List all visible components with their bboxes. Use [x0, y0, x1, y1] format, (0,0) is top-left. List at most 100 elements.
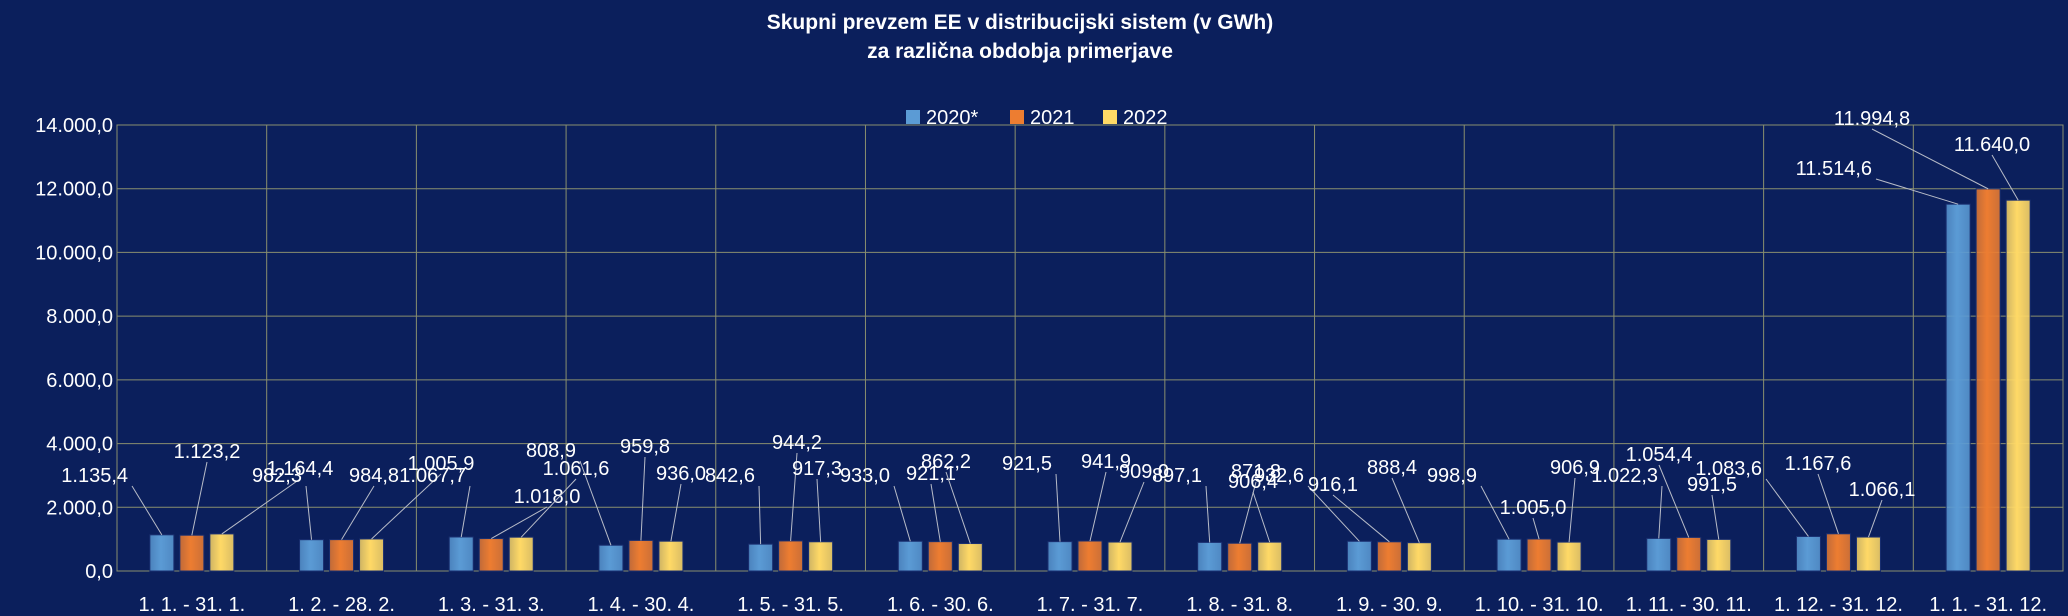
bar-2022-2 [359, 538, 385, 572]
bar-2022-6 [957, 543, 983, 572]
bar-2020-9 [1346, 540, 1372, 572]
data-label-leader [1817, 473, 1839, 534]
bar-2022-12 [1855, 536, 1881, 572]
data-label-leader [640, 456, 646, 541]
bar-2020-4 [598, 544, 624, 572]
data-label-leader [1871, 128, 1989, 190]
x-tick-label: 1. 4. - 30. 4. [588, 594, 695, 616]
x-tick-label: 1. 9. - 30. 9. [1336, 594, 1443, 616]
x-tick-label: 1. 2. - 28. 2. [288, 594, 395, 616]
bar-2022-8 [1257, 541, 1283, 572]
data-label: 932,6 [1254, 465, 1304, 487]
data-label: 11.514,6 [1796, 158, 1872, 180]
y-tick-label: 12.000,0 [35, 179, 113, 201]
bar-2021-12 [1825, 533, 1851, 572]
bar-2020-1 [149, 534, 175, 572]
data-label-leader [1480, 485, 1510, 540]
y-tick-label: 6.000,0 [46, 370, 113, 392]
x-tick-label: 1. 12. - 31. 12. [1774, 594, 1903, 616]
legend-swatch [1103, 110, 1117, 124]
bar-2022-7 [1107, 541, 1133, 572]
data-label-leader [221, 478, 301, 535]
bar-2022-9 [1406, 542, 1432, 572]
data-label-leader [1711, 494, 1720, 540]
x-tick-label: 1. 10. - 31. 10. [1475, 594, 1604, 616]
data-label: 871,8 [1231, 461, 1281, 483]
bar-2021-13 [1975, 188, 2001, 572]
data-label-leader [305, 485, 313, 540]
data-label: 1.005,9 [408, 453, 475, 475]
bar-2021-4 [628, 539, 654, 572]
bar-2022-5 [808, 541, 834, 572]
chart-subtitle: za različna obdobja primerjave [867, 40, 1173, 63]
data-label: 982,3 [252, 465, 302, 487]
bar-2021-11 [1676, 536, 1702, 572]
x-tick-label: 1. 7. - 31. 7. [1037, 594, 1144, 616]
data-label-leader [520, 478, 577, 538]
data-label: 916,1 [1308, 474, 1358, 496]
data-label: 984,8 [349, 465, 399, 487]
y-tick-label: 8.000,0 [46, 306, 113, 328]
data-label-leader [579, 460, 612, 546]
data-label: 1.066,1 [1849, 479, 1916, 501]
x-tick-label: 1. 1. - 31. 1. [138, 594, 245, 616]
data-label-leader [490, 506, 548, 540]
legend-swatch [1010, 110, 1024, 124]
legend-label: 2020* [926, 107, 978, 129]
bar-2021-5 [778, 540, 804, 572]
data-label: 1.164,4 [267, 458, 334, 480]
x-tick-label: 1. 8. - 31. 8. [1186, 594, 1293, 616]
data-label-leader [460, 485, 471, 538]
bar-2020-10 [1496, 538, 1522, 572]
y-tick-label: 14.000,0 [35, 115, 113, 137]
chart-title: Skupni prevzem EE v distribucijski siste… [766, 11, 1274, 34]
bar-2020-11 [1646, 537, 1672, 572]
data-label: 888,4 [1367, 457, 1417, 479]
legend-swatch [906, 110, 920, 124]
x-tick-label: 1. 11. - 30. 11. [1626, 594, 1752, 616]
data-label-leader [1867, 499, 1883, 538]
data-label-leader [341, 485, 375, 540]
bar-2020-8 [1197, 541, 1223, 572]
data-label: 1.022,3 [1591, 465, 1658, 487]
data-label-leader [191, 461, 208, 536]
bar-2022-4 [658, 540, 684, 572]
data-label: 921,5 [1002, 453, 1052, 475]
data-label: 1.005,0 [1500, 497, 1567, 519]
data-label: 906,4 [1228, 471, 1278, 493]
bar-2022-11 [1706, 538, 1732, 572]
bar-2022-1 [209, 533, 235, 572]
data-label-leader [816, 478, 822, 542]
bar-2020-5 [748, 543, 774, 572]
data-label-leader [1307, 485, 1360, 542]
x-tick-label: 1. 5. - 31. 5. [737, 594, 844, 616]
bar-2021-6 [927, 541, 953, 572]
data-label: 917,3 [792, 458, 842, 480]
y-tick-label: 2.000,0 [46, 497, 113, 519]
data-label-leader [1252, 491, 1271, 543]
bar-2021-7 [1077, 540, 1103, 572]
data-label: 1.083,6 [1695, 458, 1762, 480]
chart-title-block: Skupni prevzem EE v distribucijski siste… [520, 8, 1520, 66]
bar-2020-6 [897, 540, 923, 572]
data-label: 808,9 [526, 440, 576, 462]
bar-2021-2 [329, 539, 355, 572]
data-label: 998,9 [1427, 465, 1477, 487]
data-label-leader [1391, 477, 1420, 543]
data-label-leader [1332, 494, 1390, 543]
bar-2022-10 [1556, 541, 1582, 572]
bar-2020-13 [1945, 203, 1971, 572]
y-tick-label: 10.000,0 [35, 242, 113, 264]
bar-2020-7 [1047, 541, 1073, 572]
legend-label: 2022 [1123, 107, 1168, 129]
data-label-leader [930, 483, 941, 542]
bar-2021-10 [1526, 538, 1552, 572]
x-tick-label: 1. 3. - 31. 3. [438, 594, 545, 616]
data-label-leader [1568, 477, 1576, 543]
data-label-leader [1119, 481, 1145, 543]
data-label: 1.167,6 [1785, 453, 1852, 475]
bar-2022-13 [2005, 199, 2031, 572]
bar-2021-1 [179, 534, 205, 572]
data-label: 1.123,2 [174, 441, 241, 463]
